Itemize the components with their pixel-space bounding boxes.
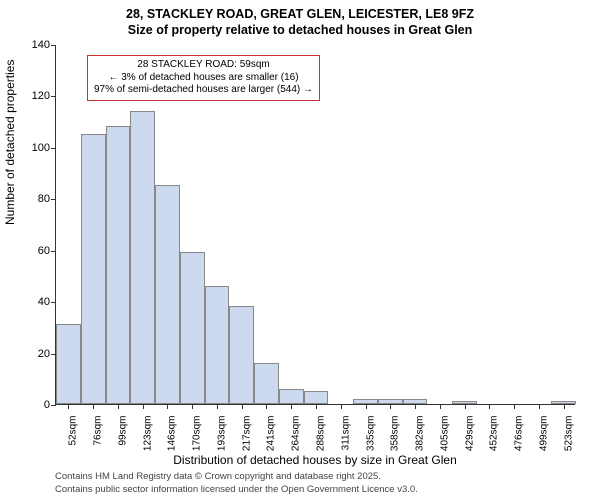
info-line2: ← 3% of detached houses are smaller (16) bbox=[94, 72, 313, 85]
xtick-mark bbox=[415, 404, 416, 409]
ytick-label: 60 bbox=[38, 245, 50, 257]
ytick-label: 80 bbox=[38, 193, 50, 205]
xtick-mark bbox=[440, 404, 441, 409]
title-line1: 28, STACKLEY ROAD, GREAT GLEN, LEICESTER… bbox=[0, 6, 600, 22]
histogram-bar bbox=[81, 134, 106, 404]
x-axis-label: Distribution of detached houses by size … bbox=[55, 453, 575, 467]
xtick-label: 452sqm bbox=[489, 416, 500, 452]
histogram-bar bbox=[304, 391, 329, 404]
ytick-mark bbox=[51, 96, 56, 97]
xtick-label: 99sqm bbox=[117, 416, 128, 446]
histogram-bar bbox=[56, 324, 81, 404]
xtick-mark bbox=[192, 404, 193, 409]
xtick-label: 52sqm bbox=[68, 416, 79, 446]
histogram-bar bbox=[180, 252, 205, 404]
ytick-label: 40 bbox=[38, 296, 50, 308]
ytick-label: 0 bbox=[44, 399, 50, 411]
xtick-mark bbox=[539, 404, 540, 409]
histogram-bar bbox=[130, 111, 155, 404]
xtick-label: 429sqm bbox=[464, 416, 475, 452]
xtick-mark bbox=[366, 404, 367, 409]
ytick-mark bbox=[51, 405, 56, 406]
ytick-mark bbox=[51, 148, 56, 149]
chart-title: 28, STACKLEY ROAD, GREAT GLEN, LEICESTER… bbox=[0, 0, 600, 39]
info-line1: 28 STACKLEY ROAD: 59sqm bbox=[94, 59, 313, 72]
xtick-label: 523sqm bbox=[563, 416, 574, 452]
xtick-mark bbox=[217, 404, 218, 409]
ytick-label: 120 bbox=[32, 90, 50, 102]
footer-line2: Contains public sector information licen… bbox=[55, 484, 418, 496]
footer-line1: Contains HM Land Registry data © Crown c… bbox=[55, 471, 418, 483]
histogram-bar bbox=[229, 306, 254, 404]
xtick-label: 358sqm bbox=[390, 416, 401, 452]
xtick-mark bbox=[291, 404, 292, 409]
histogram-bar bbox=[106, 126, 131, 404]
info-line3: 97% of semi-detached houses are larger (… bbox=[94, 84, 313, 97]
histogram-bar bbox=[254, 363, 279, 404]
histogram-bar bbox=[279, 389, 304, 404]
histogram-bar bbox=[155, 185, 180, 404]
xtick-label: 499sqm bbox=[538, 416, 549, 452]
xtick-label: 288sqm bbox=[316, 416, 327, 452]
xtick-mark bbox=[266, 404, 267, 409]
xtick-label: 335sqm bbox=[365, 416, 376, 452]
xtick-mark bbox=[341, 404, 342, 409]
xtick-label: 146sqm bbox=[167, 416, 178, 452]
xtick-label: 476sqm bbox=[514, 416, 525, 452]
ytick-label: 100 bbox=[32, 142, 50, 154]
ytick-mark bbox=[51, 199, 56, 200]
xtick-mark bbox=[93, 404, 94, 409]
xtick-label: 217sqm bbox=[241, 416, 252, 452]
xtick-label: 382sqm bbox=[415, 416, 426, 452]
xtick-mark bbox=[143, 404, 144, 409]
xtick-label: 405sqm bbox=[439, 416, 450, 452]
xtick-label: 311sqm bbox=[340, 416, 351, 451]
xtick-mark bbox=[489, 404, 490, 409]
info-box: 28 STACKLEY ROAD: 59sqm ← 3% of detached… bbox=[87, 55, 320, 101]
xtick-mark bbox=[465, 404, 466, 409]
xtick-mark bbox=[316, 404, 317, 409]
ytick-mark bbox=[51, 251, 56, 252]
xtick-mark bbox=[242, 404, 243, 409]
histogram-bar bbox=[205, 286, 230, 404]
xtick-label: 264sqm bbox=[291, 416, 302, 452]
ytick-label: 20 bbox=[38, 348, 50, 360]
ytick-mark bbox=[51, 302, 56, 303]
y-axis-label: Number of detached properties bbox=[3, 60, 17, 225]
xtick-mark bbox=[390, 404, 391, 409]
xtick-label: 170sqm bbox=[192, 416, 203, 452]
xtick-label: 241sqm bbox=[266, 416, 277, 452]
title-line2: Size of property relative to detached ho… bbox=[0, 22, 600, 38]
ytick-mark bbox=[51, 45, 56, 46]
xtick-mark bbox=[167, 404, 168, 409]
ytick-label: 140 bbox=[32, 39, 50, 51]
xtick-label: 193sqm bbox=[216, 416, 227, 452]
xtick-mark bbox=[118, 404, 119, 409]
xtick-label: 76sqm bbox=[93, 416, 104, 446]
footer: Contains HM Land Registry data © Crown c… bbox=[55, 471, 418, 496]
chart-area: 02040608010012014052sqm76sqm99sqm123sqm1… bbox=[55, 45, 575, 405]
xtick-label: 123sqm bbox=[142, 416, 153, 452]
xtick-mark bbox=[564, 404, 565, 409]
xtick-mark bbox=[514, 404, 515, 409]
xtick-mark bbox=[68, 404, 69, 409]
